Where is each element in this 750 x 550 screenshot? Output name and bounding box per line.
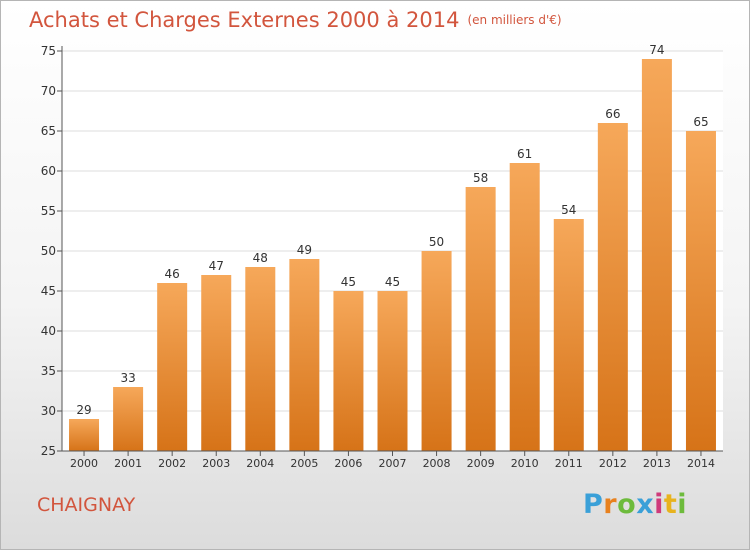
x-tick-label: 2003 xyxy=(202,457,230,470)
y-tick-label: 75 xyxy=(41,44,56,58)
chart-title-text: Achats et Charges Externes 2000 à 2014 xyxy=(29,8,460,32)
data-label: 45 xyxy=(385,275,400,289)
bar xyxy=(245,267,276,451)
x-tick-label: 2002 xyxy=(158,457,186,470)
x-tick-label: 2007 xyxy=(379,457,407,470)
bar xyxy=(421,251,452,451)
chart-unit: (en milliers d'€) xyxy=(467,13,562,27)
data-label: 66 xyxy=(605,107,620,121)
commune-name: CHAIGNAY xyxy=(37,494,136,516)
bar xyxy=(377,291,408,451)
data-label: 54 xyxy=(561,203,576,217)
x-tick-label: 2014 xyxy=(687,457,715,470)
x-tick-label: 2008 xyxy=(423,457,451,470)
x-tick-label: 2011 xyxy=(555,457,583,470)
y-tick-label: 25 xyxy=(41,444,56,458)
bar xyxy=(333,291,364,451)
data-label: 48 xyxy=(253,251,268,265)
data-label: 65 xyxy=(693,115,708,129)
data-label: 49 xyxy=(297,243,312,257)
logo-letter: i xyxy=(654,489,664,520)
chart-title: Achats et Charges Externes 2000 à 2014 (e… xyxy=(29,8,562,32)
data-label: 33 xyxy=(120,371,135,385)
y-tick-label: 35 xyxy=(41,364,56,378)
y-tick-label: 40 xyxy=(41,324,56,338)
proxiti-logo: Proxiti xyxy=(583,489,687,520)
y-tick-label: 50 xyxy=(41,244,56,258)
x-tick-label: 2005 xyxy=(290,457,318,470)
bar xyxy=(69,419,100,451)
data-label: 46 xyxy=(165,267,180,281)
data-label: 45 xyxy=(341,275,356,289)
logo-letter: x xyxy=(636,489,655,520)
data-label: 47 xyxy=(209,259,224,273)
y-tick-label: 45 xyxy=(41,284,56,298)
logo-letter: P xyxy=(583,489,604,520)
y-tick-label: 55 xyxy=(41,204,56,218)
x-tick-label: 2006 xyxy=(334,457,362,470)
y-tick-label: 70 xyxy=(41,84,56,98)
data-label: 29 xyxy=(76,403,91,417)
data-label: 50 xyxy=(429,235,444,249)
x-tick-label: 2001 xyxy=(114,457,142,470)
data-label: 58 xyxy=(473,171,488,185)
logo-letter: t xyxy=(663,489,678,520)
data-label: 61 xyxy=(517,147,532,161)
logo-letter: i xyxy=(677,489,688,520)
y-tick-label: 30 xyxy=(41,404,56,418)
bar xyxy=(641,59,672,451)
bar xyxy=(685,131,716,451)
bar xyxy=(201,275,232,451)
x-tick-label: 2012 xyxy=(599,457,627,470)
y-tick-label: 60 xyxy=(41,164,56,178)
bar xyxy=(597,123,628,451)
x-tick-label: 2009 xyxy=(467,457,495,470)
bar xyxy=(465,187,496,451)
bar xyxy=(157,283,188,451)
x-tick-label: 2000 xyxy=(70,457,98,470)
data-label: 74 xyxy=(649,43,664,57)
logo-letter: o xyxy=(617,489,637,520)
x-tick-label: 2013 xyxy=(643,457,671,470)
x-tick-label: 2004 xyxy=(246,457,274,470)
bar xyxy=(289,259,320,451)
y-tick-label: 65 xyxy=(41,124,56,138)
x-tick-label: 2010 xyxy=(511,457,539,470)
bar xyxy=(553,219,584,451)
bar xyxy=(509,163,540,451)
logo-letter: r xyxy=(603,489,618,520)
bar xyxy=(113,387,144,451)
